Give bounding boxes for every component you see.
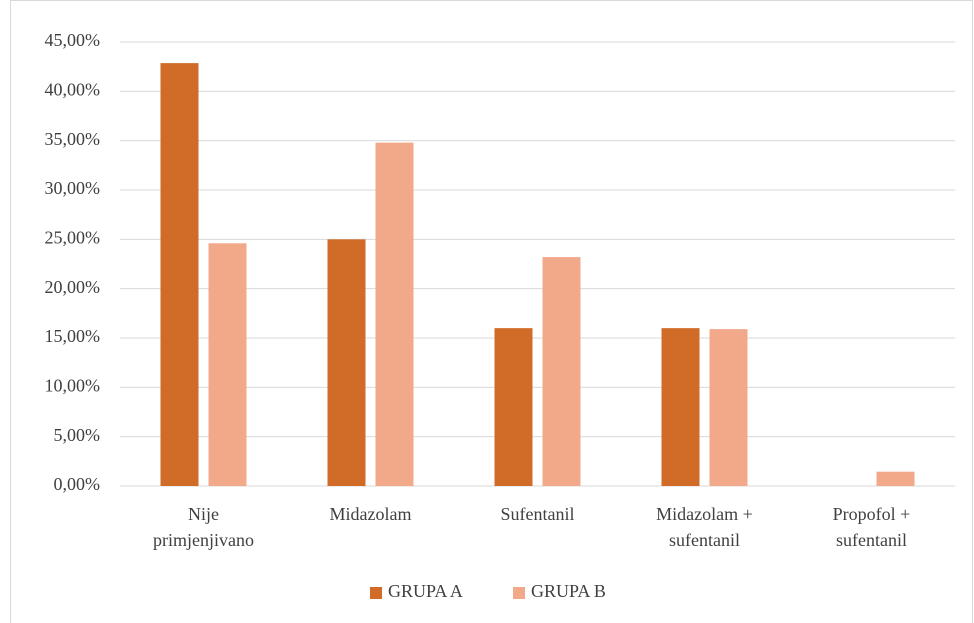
- y-tick-label: 0,00%: [54, 474, 101, 494]
- x-tick-label-line: Midazolam +: [656, 504, 753, 524]
- bar: [208, 243, 247, 486]
- x-tick-label: Nije primjenjivano: [153, 504, 254, 550]
- legend-label: GRUPA A: [388, 581, 463, 601]
- x-tick-label-line: Midazolam: [330, 504, 412, 524]
- x-tick-label-line: primjenjivano: [153, 530, 254, 550]
- bar: [375, 142, 414, 486]
- y-tick-label: 25,00%: [45, 227, 101, 247]
- bar: [327, 239, 366, 486]
- bar: [494, 328, 533, 486]
- x-tick-label: Midazolam + sufentanil: [656, 504, 753, 550]
- bar: [160, 63, 199, 487]
- bar: [876, 471, 915, 486]
- bar: [709, 329, 748, 486]
- y-tick-label: 10,00%: [45, 375, 101, 395]
- x-tick-label: Propofol + sufentanil: [833, 504, 911, 550]
- legend-swatch: [370, 587, 382, 599]
- x-tick-label-line: Nije: [188, 504, 219, 524]
- bar: [661, 328, 700, 486]
- x-tick-label-line: sufentanil: [669, 530, 740, 550]
- x-tick-label: Sufentanil: [501, 504, 575, 524]
- x-tick-label: Midazolam: [330, 504, 412, 524]
- legend-swatch: [513, 587, 525, 599]
- x-tick-label-line: Sufentanil: [501, 504, 575, 524]
- y-tick-label: 40,00%: [45, 79, 101, 99]
- y-tick-label: 30,00%: [45, 178, 101, 198]
- x-tick-label-line: sufentanil: [836, 530, 907, 550]
- y-tick-label: 5,00%: [54, 425, 101, 445]
- y-tick-label: 35,00%: [45, 129, 101, 149]
- y-tick-label: 20,00%: [45, 277, 101, 297]
- y-tick-label: 45,00%: [45, 30, 101, 50]
- y-tick-label: 15,00%: [45, 326, 101, 346]
- bar: [542, 257, 581, 486]
- x-tick-label-line: Propofol +: [833, 504, 911, 524]
- legend-label: GRUPA B: [531, 581, 606, 601]
